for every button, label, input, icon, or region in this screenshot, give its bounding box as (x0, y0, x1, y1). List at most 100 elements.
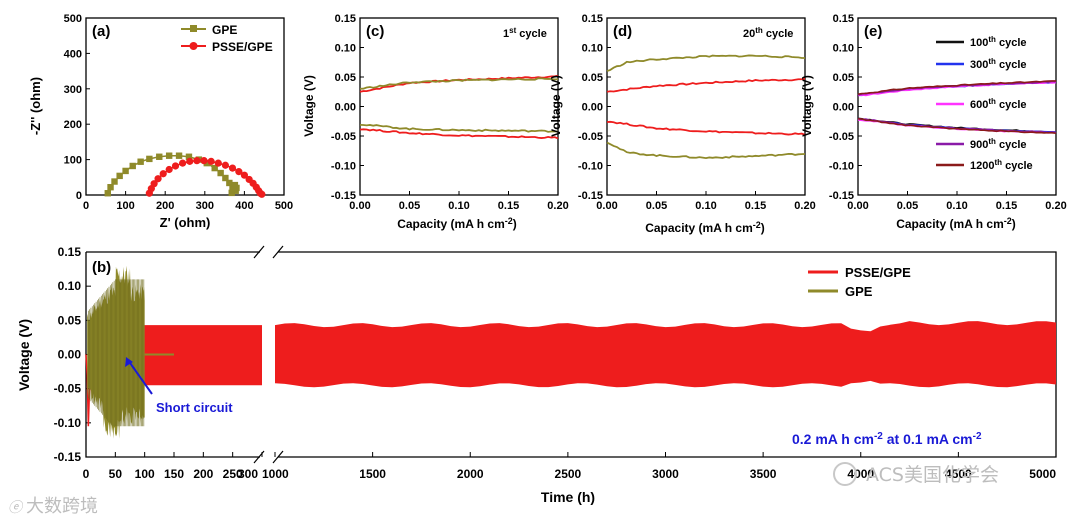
x-tick-label: 0.00 (596, 200, 617, 212)
break-mark-top-right (272, 245, 284, 259)
y-tick-label: -0.05 (829, 131, 854, 143)
y-tick-label: 0.10 (58, 279, 82, 293)
y-tick-label: 0 (76, 190, 82, 202)
series-line (606, 120, 806, 136)
short-circuit-label: Short circuit (156, 400, 233, 415)
data-point-psse (200, 157, 208, 165)
x-tick-label: 0.05 (897, 200, 918, 212)
y-tick-label: 0.05 (335, 72, 356, 84)
series-line (359, 123, 559, 133)
data-point-gpe (156, 153, 163, 160)
x-tick-label: 1500 (359, 467, 386, 481)
x-tick-label: 4500 (945, 467, 972, 481)
panel-d-label: (d) (613, 23, 632, 40)
legend-gpe-label: GPE (212, 23, 237, 37)
legend-label: 100th cycle (970, 35, 1027, 49)
y-tick-label: -0.05 (331, 131, 356, 143)
data-point-psse (150, 180, 158, 188)
data-point-psse (258, 190, 266, 198)
y-tick-label: -0.15 (578, 190, 603, 202)
panel-b-xlabel: Time (h) (541, 489, 595, 505)
x-tick-label: 400 (235, 200, 253, 212)
data-point-gpe (228, 189, 235, 197)
y-tick-label: -0.05 (54, 382, 82, 396)
data-point-psse (235, 168, 243, 176)
legend-psse-label: PSSE/GPE (212, 40, 273, 54)
data-point-gpe (222, 174, 229, 182)
y-tick-label: -0.15 (54, 450, 82, 464)
data-point-gpe (217, 169, 224, 177)
legend-b-psse-label: PSSE/GPE (845, 265, 911, 280)
y-tick-label: -0.15 (331, 190, 356, 202)
x-tick-label: 0.20 (547, 200, 568, 212)
series-line (857, 117, 1057, 134)
data-point-psse (154, 175, 162, 183)
data-point-psse (159, 170, 167, 178)
y-tick-label: -0.10 (331, 161, 356, 173)
data-point-gpe (107, 184, 114, 191)
legend-label: 600th cycle (970, 97, 1027, 111)
x-tick-label: 0 (83, 467, 90, 481)
y-tick-label: 500 (64, 13, 82, 25)
y-tick-label: -0.10 (54, 416, 82, 430)
panel-c-data (359, 74, 559, 140)
panel-d-frame (606, 17, 806, 196)
x-tick-label: 250 (223, 467, 243, 481)
x-tick-label: 0.15 (498, 200, 519, 212)
y-tick-label: 0.10 (582, 43, 603, 55)
panel-a: (a) Z' (ohm) -Z'' (ohm) 0 100 200 300 400 500… (28, 13, 293, 230)
data-point-gpe (137, 158, 144, 165)
panel-a-xlabel: Z' (ohm) (160, 215, 211, 230)
x-tick-label: 0.05 (646, 200, 667, 212)
panel-c: (c) 1st cycle Capacity (mA h cm-2) Volta… (302, 13, 569, 231)
x-tick-label: 500 (275, 200, 293, 212)
panel-b-ylabel: Voltage (V) (16, 319, 32, 391)
series-line (606, 54, 806, 72)
panel-b-label: (b) (92, 259, 111, 276)
data-point-psse (193, 157, 201, 165)
legend-gpe-marker (190, 25, 197, 32)
data-point-gpe (165, 152, 173, 159)
panel-d: (d) 20th cycle Capacity (mA h cm-2) Volt… (549, 13, 816, 235)
y-tick-label: 0.10 (833, 43, 854, 55)
y-tick-label: 0.15 (582, 13, 603, 25)
series-line (606, 141, 806, 160)
series-line (857, 81, 1057, 97)
y-tick-label: 0.00 (58, 348, 82, 362)
panel-a-ylabel: -Z'' (ohm) (28, 77, 43, 135)
x-tick-label: 0.10 (695, 200, 716, 212)
legend-psse-marker (189, 42, 198, 50)
panel-d-xlabel: Capacity (mA h cm-2) (645, 220, 765, 235)
y-tick-label: 100 (64, 155, 82, 167)
y-tick-label: 0.00 (582, 102, 603, 114)
panel-c-label: (c) (366, 23, 384, 40)
x-tick-label: 2500 (555, 467, 582, 481)
y-tick-label: -0.10 (829, 161, 854, 173)
watermark-right-icon (833, 462, 857, 486)
data-point-gpe (231, 181, 239, 189)
data-point-psse (207, 157, 215, 165)
legend-label: 900th cycle (970, 137, 1027, 151)
x-tick-label: 200 (193, 467, 213, 481)
panel-e-data (857, 80, 1057, 135)
y-tick-label: 200 (64, 119, 82, 131)
panel-b-ticks: 0.15 0.10 0.05 0.00 -0.05 -0.10 -0.150 50 100 150… (54, 245, 1057, 481)
data-point-gpe (129, 162, 136, 170)
data-point-psse (228, 164, 237, 172)
x-tick-label: 3000 (652, 467, 679, 481)
x-tick-label: 150 (164, 467, 184, 481)
x-tick-label: 0.15 (996, 200, 1017, 212)
data-point-psse (165, 165, 173, 174)
watermark-left-text: 大数跨境 (26, 496, 98, 517)
panel-c-frame (359, 17, 559, 196)
x-tick-label: 2000 (457, 467, 484, 481)
data-point-psse (214, 159, 222, 167)
y-tick-label: -0.15 (829, 190, 854, 202)
panel-e-label: (e) (864, 23, 882, 40)
data-point-psse (186, 157, 194, 165)
x-tick-label: 0.05 (399, 200, 420, 212)
y-tick-label: 0.10 (335, 43, 356, 55)
data-point-psse (171, 162, 180, 170)
x-tick-label: 0.20 (794, 200, 815, 212)
